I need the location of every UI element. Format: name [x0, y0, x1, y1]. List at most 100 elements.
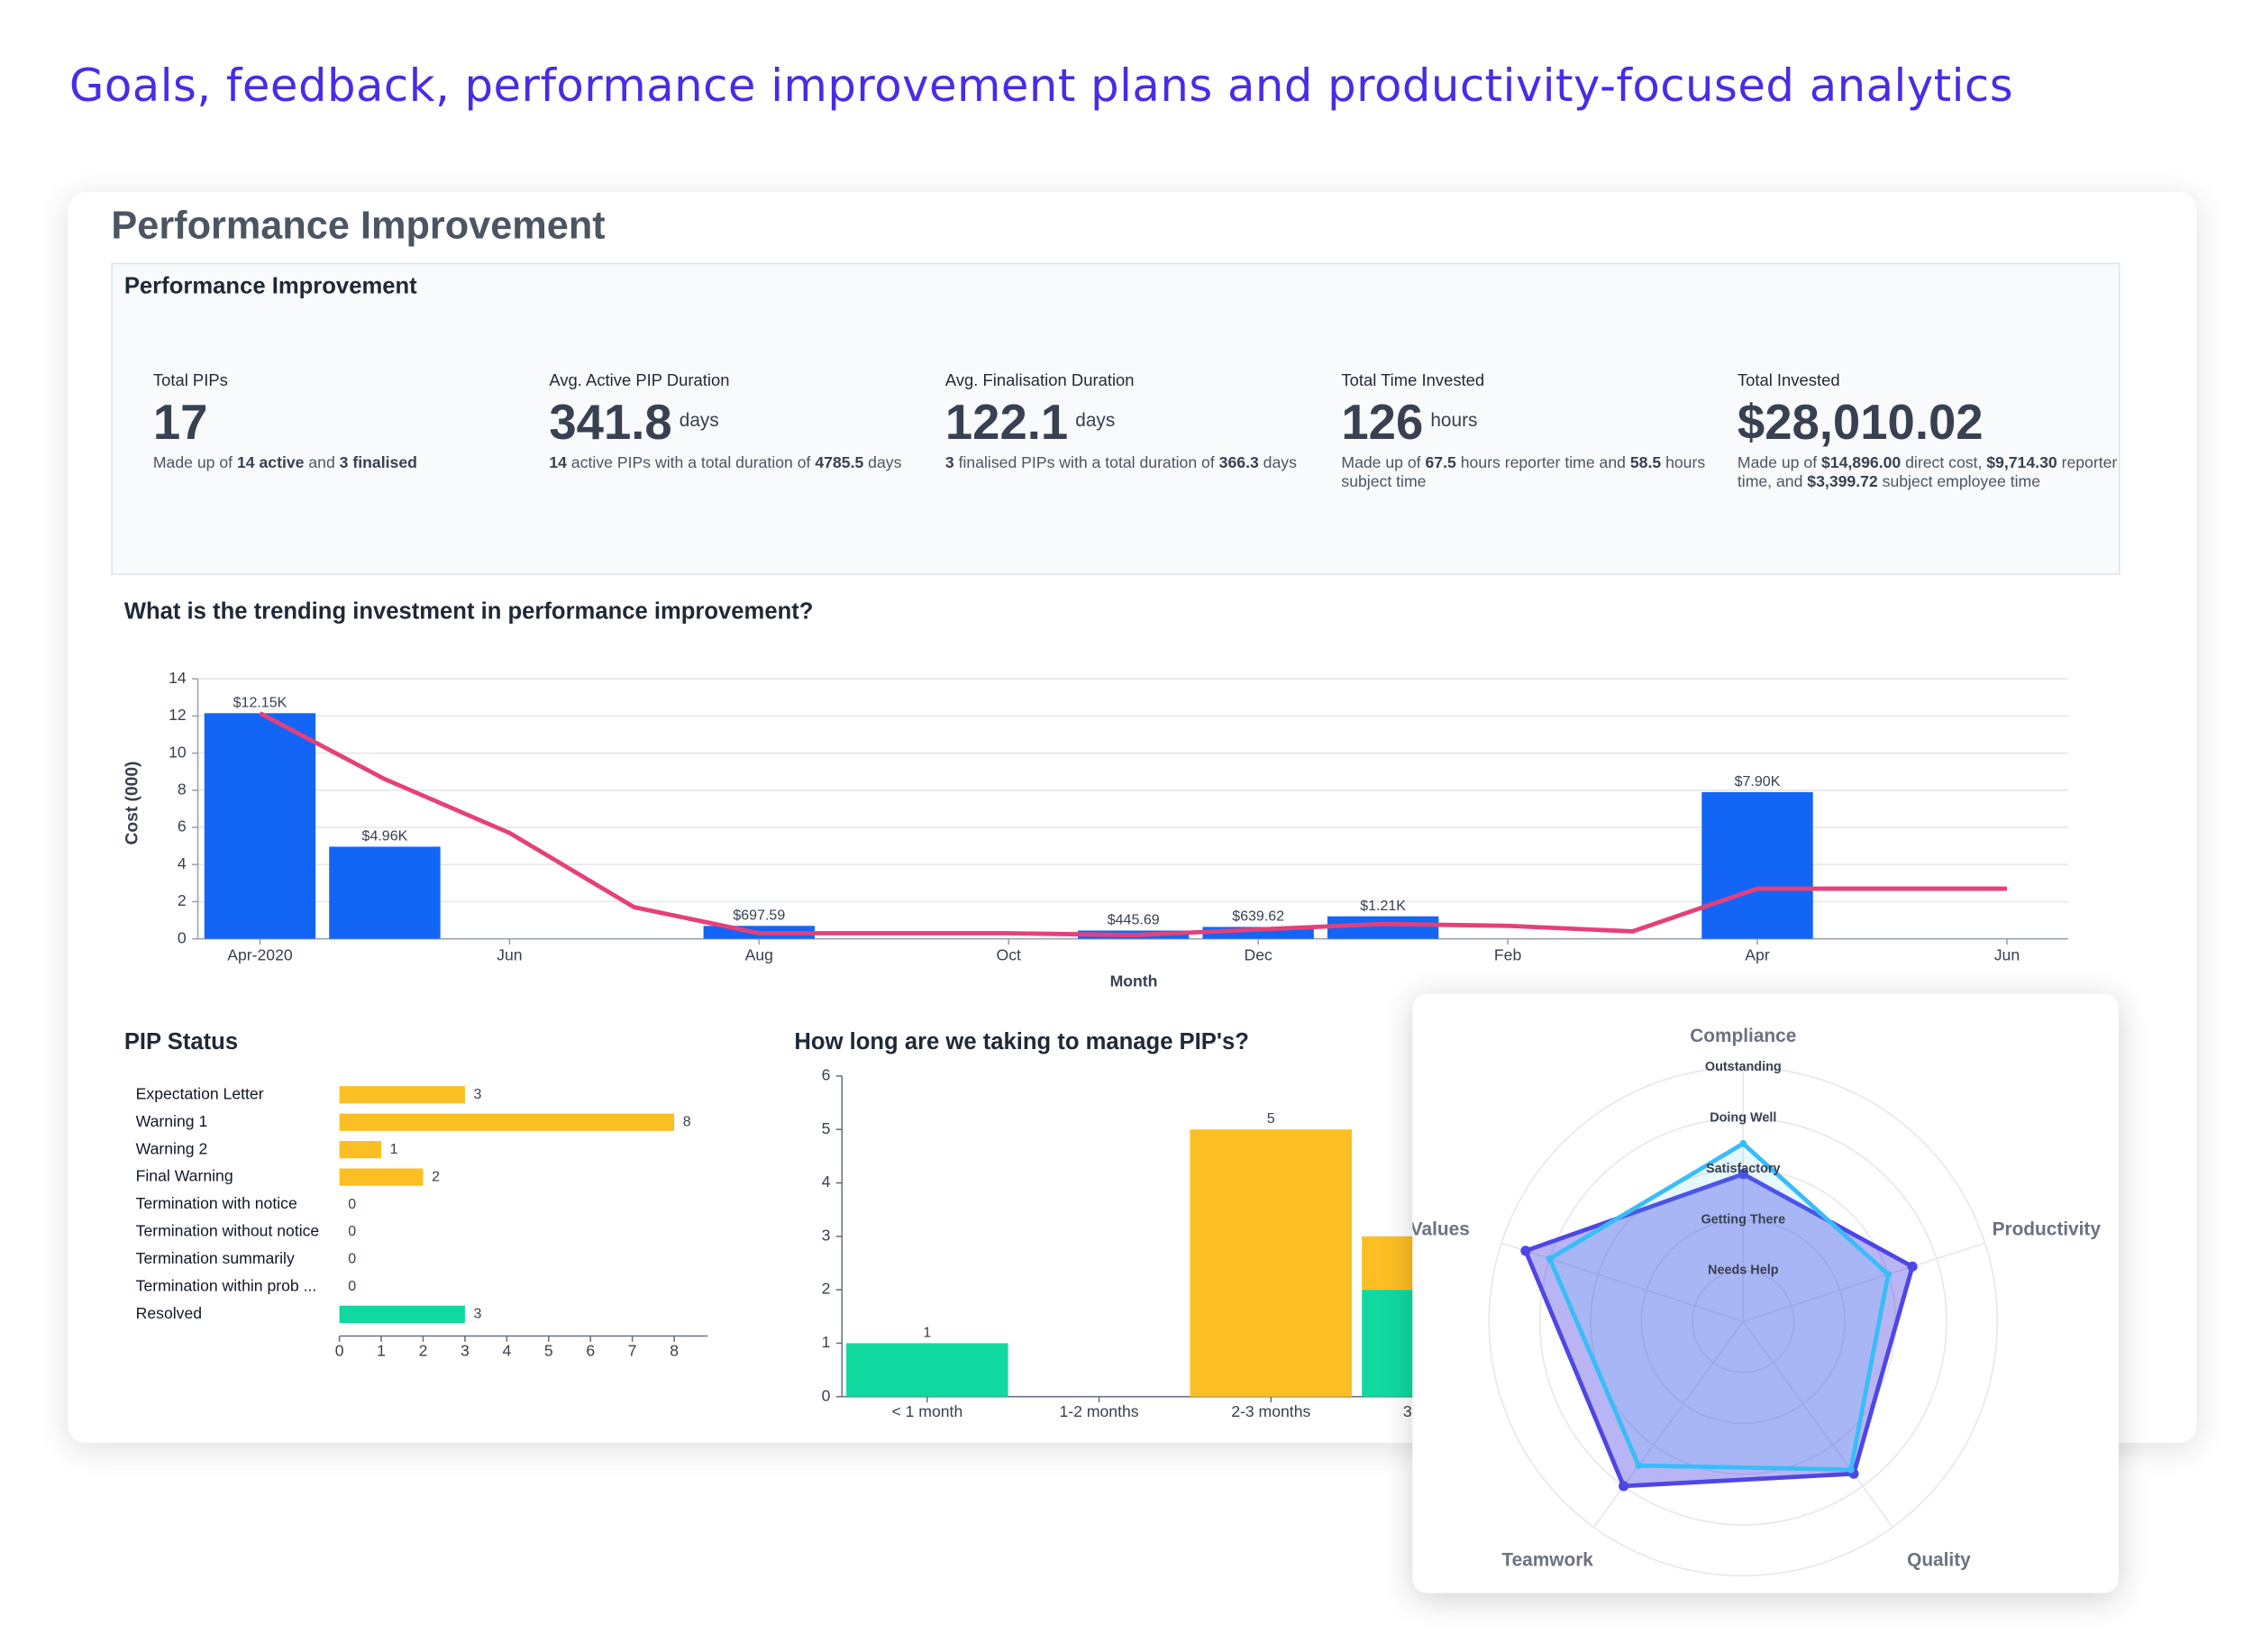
description-text: 67.5 [1425, 454, 1456, 473]
x-tick-label: 1 [377, 1342, 386, 1360]
bar [339, 1168, 424, 1186]
dashboard-title: Performance Improvement [111, 203, 606, 248]
description-text: reporter time, and [1737, 454, 2122, 491]
radar-ring-label: Doing Well [1710, 1111, 1776, 1126]
bar-value-label: $7.90K [1735, 773, 1781, 789]
radar-point [1907, 1261, 1918, 1272]
stat-label: Total Time Invested [1341, 372, 1485, 390]
radar-area [1547, 1141, 1891, 1473]
description-text: hours subject time [1341, 454, 1710, 491]
x-tick-label: 4 [502, 1342, 511, 1360]
y-tick-label: 10 [169, 743, 187, 761]
page-title: Goals, feedback, performance improvement… [68, 60, 2014, 113]
stat: Total Invested $28,010.02 Made up of $14,8… [1738, 372, 2130, 490]
stat-number: 341.8 [549, 396, 672, 451]
bar-value-label: $12.15K [233, 694, 287, 710]
trend-line [259, 711, 2007, 937]
x-tick-label: 7 [628, 1342, 637, 1360]
stat-label: Avg. Finalisation Duration [944, 372, 1135, 390]
x-tick-label: Jun [1994, 946, 2020, 964]
chart-title: How long are we taking to manage PIP's? [794, 1029, 1248, 1054]
stat-description: Made up of 14 active and 3 finalised [153, 455, 546, 473]
stat-unit: days [679, 408, 719, 431]
x-axis-title: Month [1110, 972, 1158, 990]
description-text: direct cost, [1901, 454, 1987, 473]
radar-axis-label: Values [1412, 1218, 1470, 1239]
stat-value: 17 [153, 396, 546, 451]
radar-axis-label: Productivity [1993, 1218, 2102, 1239]
y-tick-label: Termination summarily [136, 1249, 295, 1267]
stat-number: $28,010.02 [1737, 396, 1984, 451]
description-text: finalised PIPs with a total duration of [953, 454, 1219, 473]
description-text: Made up of [1341, 454, 1426, 473]
x-tick-label: 3 [461, 1342, 470, 1360]
description-text: and [304, 454, 340, 473]
radar-point [1884, 1271, 1893, 1279]
radar-point [1738, 1169, 1748, 1180]
radar-area [1523, 1172, 1915, 1489]
description-text: subject employee time [1877, 472, 2041, 491]
bar-value-label: $1.21K [1360, 898, 1406, 914]
stat-label: Total PIPs [152, 372, 228, 390]
radar-ring-label: Outstanding [1705, 1060, 1782, 1074]
x-tick-label: Apr [1745, 946, 1770, 964]
stat-description: 14 active PIPs with a total duration of … [549, 455, 942, 473]
bar-value-label: 0 [348, 1278, 356, 1294]
stat-description: Made up of 67.5 hours reporter time and … [1341, 455, 1734, 491]
y-tick-label: 6 [178, 817, 187, 835]
radar-point [1847, 1465, 1855, 1474]
y-tick-label: Termination within prob ... [136, 1277, 317, 1295]
stat-value: 122.1 days [945, 396, 1338, 451]
stat-unit: days [1075, 408, 1116, 431]
bar-value-label: 1 [390, 1141, 398, 1157]
y-axis-title: Cost (000) [123, 762, 142, 845]
bar [339, 1305, 465, 1323]
description-text: Made up of [1737, 454, 1821, 473]
radar-point [1520, 1246, 1531, 1256]
y-tick-label: 0 [822, 1386, 831, 1404]
bar-value-label: 0 [348, 1251, 356, 1267]
y-tick-label: 14 [169, 669, 187, 687]
y-tick-label: Expectation Letter [136, 1084, 264, 1102]
bar-value-label: 0 [348, 1196, 356, 1212]
x-tick-label: Apr-2020 [227, 946, 293, 964]
x-tick-label: 8 [670, 1342, 679, 1360]
bar-value-label: 0 [348, 1223, 356, 1239]
x-tick-label: 2-3 months [1231, 1402, 1310, 1420]
y-tick-label: Warning 2 [136, 1139, 208, 1157]
bar-value-label: 2 [432, 1168, 440, 1184]
stat-description: 3 finalised PIPs with a total duration o… [945, 455, 1338, 473]
description-text: 4785.5 [815, 454, 864, 473]
description-text: 366.3 [1218, 454, 1259, 473]
radar-ring-label: Getting There [1701, 1212, 1785, 1227]
description-text: 14 active [236, 454, 305, 473]
description-text: 14 [549, 454, 568, 473]
bar [339, 1086, 465, 1104]
radar-ring-label: Needs Help [1708, 1264, 1779, 1278]
y-tick-label: 12 [169, 706, 187, 724]
description-text: $3,399.72 [1807, 472, 1878, 491]
bar-value-label: $697.59 [733, 907, 785, 923]
stat-value: 126 hours [1341, 396, 1734, 451]
radar-spoke [1742, 1320, 1893, 1529]
x-tick-label: 1-2 months [1060, 1402, 1139, 1420]
chart-title: What is the trending investment in perfo… [124, 598, 814, 624]
stat-number: 17 [152, 396, 208, 451]
radar-chart: Compliance Productivity Quality Teamwork Val… [1412, 1026, 2102, 1577]
radar-spoke [1500, 1242, 1744, 1323]
description-text: $14,896.00 [1820, 454, 1902, 473]
y-tick-label: 6 [822, 1066, 831, 1084]
radar-ring [1488, 1066, 1999, 1577]
radar-axis-label: Teamwork [1501, 1550, 1593, 1571]
y-tick-label: Termination without notice [136, 1222, 320, 1240]
radar-axis-label: Quality [1907, 1550, 1971, 1571]
summary-title: Performance Improvement [123, 274, 417, 299]
bar [204, 713, 316, 939]
x-tick-label: Feb [1494, 946, 1522, 964]
stat: Avg. Finalisation Duration 122.1 days 3 fin… [945, 372, 1338, 472]
radar-ring-label: Satisfactory [1706, 1162, 1780, 1176]
description-text: 3 [944, 454, 954, 473]
bar-value-label: $639.62 [1232, 908, 1284, 925]
bar-value-label: 3 [474, 1086, 482, 1102]
